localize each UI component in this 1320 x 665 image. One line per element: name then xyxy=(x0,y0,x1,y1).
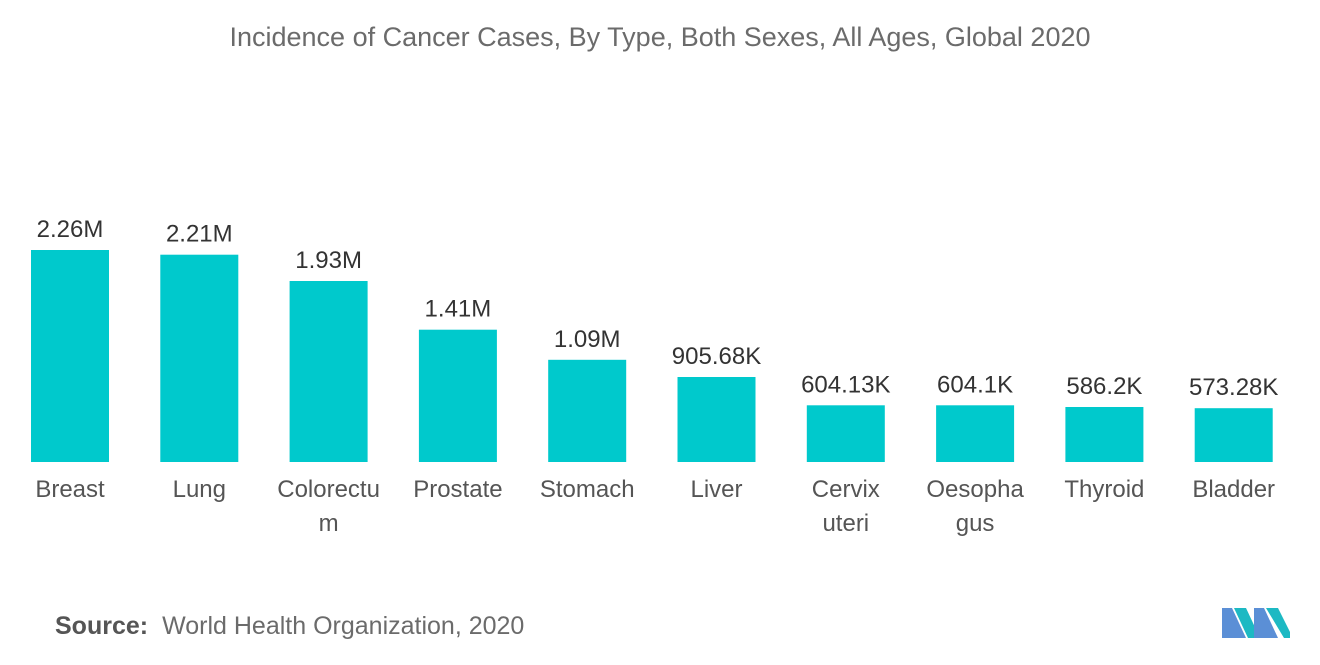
value-label-5: 905.68K xyxy=(672,343,761,370)
bar-0 xyxy=(31,250,109,462)
bar-5 xyxy=(677,377,756,462)
bar-2 xyxy=(289,281,368,462)
value-label-0: 2.26M xyxy=(37,216,104,243)
value-label-7: 604.1K xyxy=(937,371,1013,398)
value-label-1: 2.21M xyxy=(166,221,233,248)
bar-1 xyxy=(160,254,239,462)
bar-3 xyxy=(418,329,497,462)
bar-9 xyxy=(1194,408,1273,462)
value-label-2: 1.93M xyxy=(295,247,362,274)
bar-6 xyxy=(806,405,885,462)
value-label-8: 586.2K xyxy=(1066,373,1142,400)
bar-4 xyxy=(548,359,627,462)
source-text: World Health Organization, 2020 xyxy=(162,612,525,640)
source-label: Source: xyxy=(55,612,149,640)
category-label-7: Oesopha gus xyxy=(926,476,1024,537)
source-note: Source: World Health Organization, 2020 xyxy=(55,612,524,641)
category-label-4: Stomach xyxy=(540,476,635,503)
category-label-2: Colorectu m xyxy=(277,476,380,537)
chart-title: Incidence of Cancer Cases, By Type, Both… xyxy=(229,22,1091,52)
category-label-5: Liver xyxy=(690,476,742,503)
category-label-3: Prostate xyxy=(413,476,502,503)
bar-8 xyxy=(1065,407,1144,462)
category-label-8: Thyroid xyxy=(1064,476,1144,503)
value-label-4: 1.09M xyxy=(554,326,621,353)
value-label-9: 573.28K xyxy=(1189,374,1278,401)
value-label-3: 1.41M xyxy=(425,296,492,323)
mordor-intelligence-logo-icon xyxy=(1222,608,1290,638)
category-label-1: Lung xyxy=(173,476,226,503)
category-label-6: Cervix uteri xyxy=(812,476,880,537)
value-label-6: 604.13K xyxy=(801,371,890,398)
bar-chart: 2.26M Breast 2.21M Lung 1.93M Colorectu m 1.41M… xyxy=(31,216,1278,537)
category-label-9: Bladder xyxy=(1192,476,1275,503)
bar-7 xyxy=(936,405,1015,462)
category-label-0: Breast xyxy=(35,476,105,503)
